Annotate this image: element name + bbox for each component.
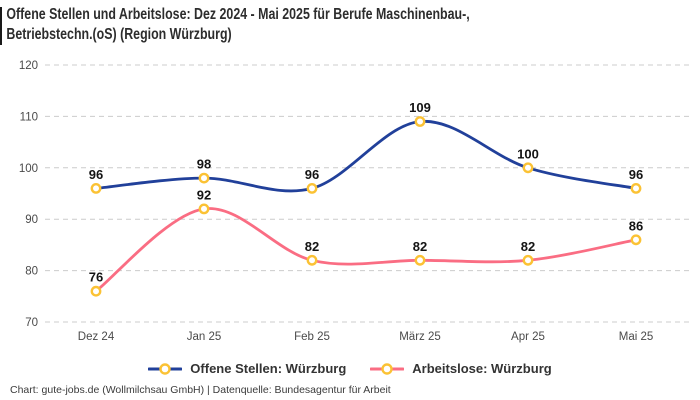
- legend-label-arbeitslose: Arbeitslose: Würzburg: [412, 361, 552, 376]
- svg-text:100: 100: [19, 163, 38, 175]
- legend-swatch-line-icon: [148, 362, 183, 375]
- data-label: 96: [305, 167, 319, 182]
- svg-text:Dez 24: Dez 24: [78, 331, 115, 343]
- axis-labels: 70 80 90 100 110 120 Dez 24 Jan 25 Feb 25 März 25…: [19, 60, 653, 343]
- data-label: 76: [89, 270, 103, 285]
- svg-text:120: 120: [19, 60, 38, 72]
- gridlines: [45, 64, 691, 323]
- source-attribution: Chart: gute-jobs.de (Wollmilchsau GmbH) …: [10, 384, 391, 396]
- page-title: Offene Stellen und Arbeitslose: Dez 2024…: [0, 5, 694, 45]
- data-point-marker: [90, 285, 102, 297]
- data-label: 98: [197, 157, 211, 172]
- data-label: 96: [89, 167, 103, 182]
- data-point-marker: [306, 182, 318, 194]
- data-label: 82: [305, 239, 319, 254]
- svg-text:Jan 25: Jan 25: [187, 331, 222, 343]
- data-label: 82: [413, 239, 427, 254]
- legend-item-arbeitslose: Arbeitslose: Würzburg: [370, 361, 552, 376]
- title-block: Offene Stellen und Arbeitslose: Dez 2024…: [0, 5, 700, 45]
- svg-text:90: 90: [25, 214, 38, 226]
- svg-text:Apr 25: Apr 25: [511, 331, 545, 343]
- svg-text:Mai 25: Mai 25: [619, 331, 654, 343]
- series-1: 76 92 82 82 82 86: [89, 187, 643, 297]
- title-line-1: Offene Stellen und Arbeitslose: Dez 2024…: [6, 6, 470, 23]
- data-point-marker: [522, 162, 534, 174]
- legend-label-offene-stellen: Offene Stellen: Würzburg: [190, 361, 347, 376]
- data-point-marker: [630, 182, 642, 194]
- data-label: 82: [521, 239, 535, 254]
- data-point-marker: [414, 254, 426, 266]
- svg-text:Feb 25: Feb 25: [294, 331, 330, 343]
- legend: Offene Stellen: Würzburg Arbeitslose: Wü…: [0, 361, 700, 376]
- svg-text:März 25: März 25: [399, 331, 441, 343]
- svg-text:110: 110: [20, 111, 38, 123]
- title-accent-bar: [0, 7, 2, 45]
- data-point-marker: [90, 182, 102, 194]
- data-label: 100: [517, 146, 539, 161]
- data-point-marker: [414, 116, 426, 127]
- legend-item-offene-stellen: Offene Stellen: Würzburg: [148, 361, 346, 376]
- data-label: 109: [409, 100, 431, 115]
- data-point-marker: [522, 254, 534, 266]
- data-point-marker: [306, 254, 318, 266]
- data-point-marker: [198, 203, 210, 215]
- data-point-marker: [198, 172, 210, 184]
- data-label: 86: [629, 218, 643, 233]
- data-label: 92: [197, 187, 211, 202]
- svg-text:80: 80: [25, 266, 38, 278]
- title-line-2: Betriebstechn.(oS) (Region Würzburg): [6, 26, 232, 43]
- svg-text:70: 70: [25, 317, 38, 329]
- data-label: 96: [629, 167, 643, 182]
- data-point-marker: [630, 234, 642, 246]
- series-0: 96 98 96 109 100 96: [89, 100, 643, 194]
- legend-swatch-line-icon: [370, 362, 405, 375]
